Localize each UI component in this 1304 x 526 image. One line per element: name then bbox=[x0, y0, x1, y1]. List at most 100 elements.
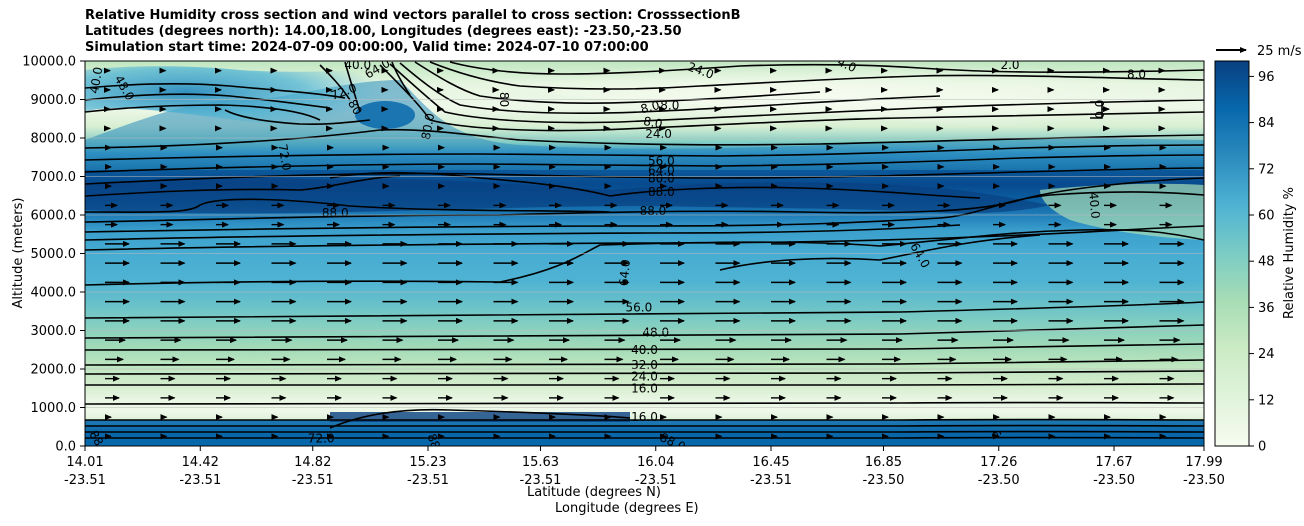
chart-title-line-3: Simulation start time: 2024-07-09 00:00:… bbox=[85, 40, 649, 55]
contour-label-text: 0.0 bbox=[1093, 100, 1107, 119]
contour-label-text: 48.0 bbox=[642, 325, 669, 339]
contour-label: 88 bbox=[86, 428, 106, 446]
contour-label-text: 16.0 bbox=[631, 381, 658, 395]
contour-label-text: 64.0 bbox=[648, 164, 675, 178]
contour-label: 80.0 bbox=[648, 171, 675, 185]
wind-vectors bbox=[104, 67, 1185, 440]
plot-area: 40.0 48.040.064.072.08080.08072.088.024.0… bbox=[85, 58, 1204, 446]
x-tick-label-lat: 17.67 bbox=[1095, 455, 1132, 470]
contour-label: 80 bbox=[345, 97, 365, 117]
contour-label-text: 40.0 bbox=[631, 343, 658, 357]
y-tick-label: 9000.0 bbox=[31, 93, 77, 108]
contour-label: 16.0 bbox=[631, 410, 658, 424]
contour-label: 72.0 bbox=[308, 431, 335, 445]
contour-label: 56.0 bbox=[648, 154, 675, 168]
contour-label: 2.0 bbox=[1000, 58, 1019, 72]
contour-label-text: 88.0 bbox=[322, 206, 349, 220]
y-gridlines bbox=[85, 99, 1204, 408]
rh-core-blob bbox=[355, 101, 415, 129]
x-tick-label-lon: -23.51 bbox=[292, 473, 334, 488]
contour-label: 16.0 bbox=[631, 381, 658, 395]
rh-contour-labels: 40.0 48.040.064.072.08080.08072.088.024.0… bbox=[86, 58, 1146, 446]
contour-label: 64.0 bbox=[648, 164, 675, 178]
contour-label-text: 16.0 bbox=[631, 410, 658, 424]
x-tick-label-lat: 14.82 bbox=[294, 455, 331, 470]
contour-label: 8.0 bbox=[639, 98, 661, 116]
colorbar-ticks: 0 12 24 36 48 60 72 84 96 bbox=[1249, 70, 1275, 455]
contour-label-text: 2.0 bbox=[1000, 58, 1019, 72]
colorbar-label: Relative Humidity % bbox=[1282, 187, 1297, 319]
contour-label-text: 40.0 bbox=[87, 66, 105, 95]
x-tick-label-lat: 17.99 bbox=[1185, 455, 1222, 470]
contour-label-text: 8.0 bbox=[1127, 67, 1146, 81]
x-tick-label-lat: 14.01 bbox=[66, 455, 103, 470]
contour-label-text: 8.0 bbox=[639, 98, 661, 116]
rh-right-dry-lens bbox=[1040, 183, 1204, 240]
contour-label-text: 80.0 bbox=[648, 171, 675, 185]
contour-label-text: 56.0 bbox=[648, 154, 675, 168]
rh-surface-layer bbox=[85, 420, 1204, 446]
chart-title-line-2: Latitudes (degrees north): 14.00,18.00, … bbox=[85, 24, 682, 39]
x-axis-label-lon: Longitude (degrees E) bbox=[555, 501, 699, 516]
x-tick-label-lon: -23.51 bbox=[64, 473, 106, 488]
colorbar-tick-label: 84 bbox=[1258, 116, 1275, 131]
contour-label-text: 88.0 bbox=[640, 204, 667, 218]
contour-label: 56.0 bbox=[626, 300, 653, 314]
contour-label: 40.0 bbox=[344, 58, 371, 72]
y-axis-label: Altitude (meters) bbox=[11, 198, 26, 309]
contour-label-text: 40.0 bbox=[1086, 191, 1102, 219]
contour-label: 24.0 bbox=[645, 127, 672, 141]
contour-label: 0.0 bbox=[1093, 100, 1107, 119]
x-tick-label-lat: 17.26 bbox=[980, 455, 1017, 470]
y-tick-label: 3000.0 bbox=[31, 324, 77, 339]
contour-label: 8.0 bbox=[1127, 67, 1146, 81]
colorbar-tick-label: 72 bbox=[1258, 162, 1275, 177]
contour-label: 88.0 bbox=[322, 206, 349, 220]
contour-label: 88.0 bbox=[648, 185, 675, 199]
x-tick-label-lon: -23.51 bbox=[179, 473, 221, 488]
contour-label-text: 24.0 bbox=[645, 127, 672, 141]
contour-label: 72.0 bbox=[275, 143, 293, 172]
quiver-key-label: 25 m/s bbox=[1257, 44, 1302, 59]
y-tick-label: 0.0 bbox=[55, 440, 76, 455]
y-tick-label: 8000.0 bbox=[31, 132, 77, 147]
y-tick-label: 1000.0 bbox=[31, 401, 77, 416]
contour-label: 80.0 bbox=[419, 112, 437, 141]
contour-label-text: 80.0 bbox=[419, 112, 437, 141]
contour-label: 40.0 bbox=[87, 66, 105, 95]
rh-surface-bulge bbox=[330, 412, 630, 422]
x-tick-label-lat: 15.23 bbox=[409, 455, 446, 470]
colorbar-tick-label: 48 bbox=[1258, 255, 1275, 270]
colorbar-tick-label: 0 bbox=[1258, 440, 1266, 455]
colorbar-tick-label: 36 bbox=[1258, 301, 1275, 316]
colorbar-tick-label: 60 bbox=[1258, 209, 1275, 224]
y-tick-label: 4000.0 bbox=[31, 286, 77, 301]
x-tick-label-lon: -23.51 bbox=[520, 473, 562, 488]
rh-dry-upper-right bbox=[440, 62, 1204, 131]
y-tick-label: 6000.0 bbox=[31, 209, 77, 224]
contour-label-text: 8.0 bbox=[660, 98, 679, 112]
x-tick-label-lon: -23.51 bbox=[407, 473, 449, 488]
colorbar bbox=[1214, 60, 1250, 447]
contour-label: 8.0 bbox=[642, 114, 663, 131]
contour-label: 88.0 bbox=[640, 204, 667, 218]
colorbar-tick-label: 24 bbox=[1258, 347, 1275, 362]
x-tick-label-lat: 16.04 bbox=[637, 455, 674, 470]
x-tick-label-lon: -23.50 bbox=[1183, 473, 1225, 488]
contour-label: 40.0 bbox=[1086, 191, 1102, 219]
x-tick-label-lat: 16.85 bbox=[865, 455, 902, 470]
x-tick-label-lon: -23.51 bbox=[635, 473, 677, 488]
x-tick-label-lon: -23.50 bbox=[1093, 473, 1135, 488]
y-tick-label: 2000.0 bbox=[31, 363, 77, 378]
y-axis: 0.0 1000.0 2000.0 3000.0 4000.0 5000.0 6000.0 7… bbox=[22, 55, 85, 455]
contour-label: 40.0 bbox=[631, 343, 658, 357]
x-tick-label-lon: -23.50 bbox=[863, 473, 905, 488]
colorbar-tick-label: 96 bbox=[1258, 70, 1275, 85]
y-tick-label: 5000.0 bbox=[31, 247, 77, 262]
contour-label-text: 40.0 bbox=[344, 58, 371, 72]
contour-label-text: 88.0 bbox=[648, 185, 675, 199]
x-tick-label-lat: 14.42 bbox=[182, 455, 219, 470]
contour-label: 8.0 bbox=[660, 98, 679, 112]
x-axis-label-lat: Latitude (degrees N) bbox=[527, 485, 661, 500]
